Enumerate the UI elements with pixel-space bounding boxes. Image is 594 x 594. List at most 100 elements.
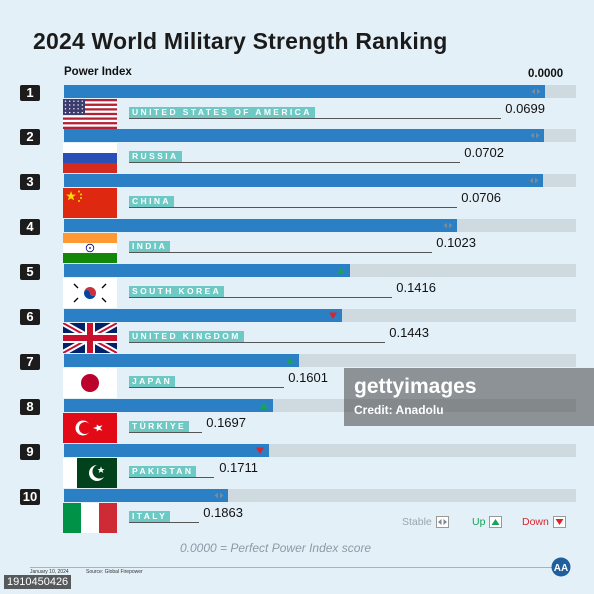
legend-stable: Stable [402, 516, 449, 529]
bar [64, 354, 299, 367]
rank-badge: 7 [20, 354, 40, 370]
score-underline [129, 387, 284, 388]
watermark-credit: Credit: Anadolu [354, 403, 444, 417]
rank-badge: 6 [20, 309, 40, 325]
country-label: TÜRKİYE [129, 421, 190, 432]
rank-badge: 3 [20, 174, 40, 190]
bar [64, 489, 228, 502]
watermark-brand: gettyimages [354, 375, 477, 398]
bar [64, 129, 544, 142]
rank-badge: 5 [20, 264, 40, 280]
page-title: 2024 World Military Strength Ranking [33, 28, 448, 54]
svg-text:AA: AA [554, 563, 568, 574]
country-label: ITALY [129, 511, 171, 522]
stable-trend-icon [530, 132, 540, 139]
score-label: 0.0706 [461, 190, 501, 205]
score-label: 0.0702 [464, 145, 504, 160]
power-index-label: Power Index [64, 66, 132, 78]
legend-stable-label: Stable [402, 516, 432, 528]
score-label: 0.0699 [505, 101, 545, 116]
rank-badge: 4 [20, 219, 40, 235]
bar [64, 85, 545, 98]
stable-trend-icon [529, 177, 539, 184]
bar-track [64, 129, 576, 142]
score-underline [129, 477, 214, 478]
bar-track [64, 309, 576, 322]
south-korea-flag [63, 278, 117, 308]
rank-badge: 8 [20, 399, 40, 415]
china-flag [63, 188, 117, 218]
anadolu-logo: AA [551, 557, 571, 577]
watermark-image-id: 1910450426 [4, 575, 72, 589]
bar-track [64, 444, 576, 457]
down-trend-icon [256, 447, 264, 454]
bar-track [64, 354, 576, 367]
bar-track [64, 85, 576, 98]
country-label: RUSSIA [129, 151, 182, 162]
score-underline [129, 432, 202, 433]
country-label: UNITED KINGDOM [129, 331, 244, 342]
bar [64, 399, 273, 412]
bar [64, 174, 543, 187]
bar-track [64, 174, 576, 187]
rank-badge: 10 [20, 489, 40, 505]
source-text: Source: Global Firepower [86, 569, 143, 575]
us-flag [63, 99, 117, 129]
power-index-top-value: 0.0000 [528, 68, 564, 80]
score-label: 0.1601 [288, 370, 328, 385]
uk-flag [63, 323, 117, 353]
score-underline [129, 522, 199, 523]
up-trend-icon [260, 402, 268, 409]
turkiye-flag [63, 413, 117, 443]
bar-track [64, 264, 576, 277]
country-label: INDIA [129, 241, 171, 252]
country-label: SOUTH KOREA [129, 286, 225, 297]
bar [64, 219, 457, 232]
pakistan-flag [63, 458, 117, 488]
score-underline [129, 342, 385, 343]
legend-up: Up [472, 516, 503, 529]
bar-track [64, 489, 576, 502]
legend-down: Down [522, 516, 566, 529]
footnote: 0.0000 = Perfect Power Index score [180, 541, 372, 555]
up-trend-icon [337, 267, 345, 274]
down-arrow-icon [552, 516, 566, 529]
country-label: CHINA [129, 196, 174, 207]
legend: Stable Up Down [400, 516, 580, 530]
rank-badge: 2 [20, 129, 40, 145]
date-text: January 10, 2024 [30, 569, 69, 575]
stable-trend-icon [443, 222, 453, 229]
japan-flag [63, 368, 117, 398]
score-label: 0.1443 [389, 325, 429, 340]
score-underline [129, 252, 432, 253]
legend-down-label: Down [522, 516, 549, 528]
rank-badge: 9 [20, 444, 40, 460]
italy-flag [63, 503, 117, 533]
footer-divider [30, 567, 570, 568]
down-trend-icon [329, 312, 337, 319]
country-label: PAKISTAN [129, 466, 197, 477]
legend-up-label: Up [472, 516, 486, 528]
score-label: 0.1863 [203, 505, 243, 520]
russia-flag [63, 143, 117, 173]
score-label: 0.1416 [396, 280, 436, 295]
bar-track [64, 219, 576, 232]
stable-arrows-icon [435, 516, 449, 529]
stable-trend-icon [531, 88, 541, 95]
score-label: 0.1711 [219, 460, 258, 475]
india-flag [63, 233, 117, 263]
up-arrow-icon [489, 516, 503, 529]
bar [64, 264, 350, 277]
score-label: 0.1023 [436, 235, 476, 250]
score-underline [129, 162, 460, 163]
score-label: 0.1697 [206, 415, 246, 430]
watermark: gettyimages Credit: Anadolu [344, 368, 594, 426]
rank-badge: 1 [20, 85, 40, 101]
score-underline [129, 297, 392, 298]
bar [64, 444, 269, 457]
up-trend-icon [286, 357, 294, 364]
score-underline [129, 118, 501, 119]
stable-trend-icon [214, 492, 224, 499]
score-underline [129, 207, 457, 208]
